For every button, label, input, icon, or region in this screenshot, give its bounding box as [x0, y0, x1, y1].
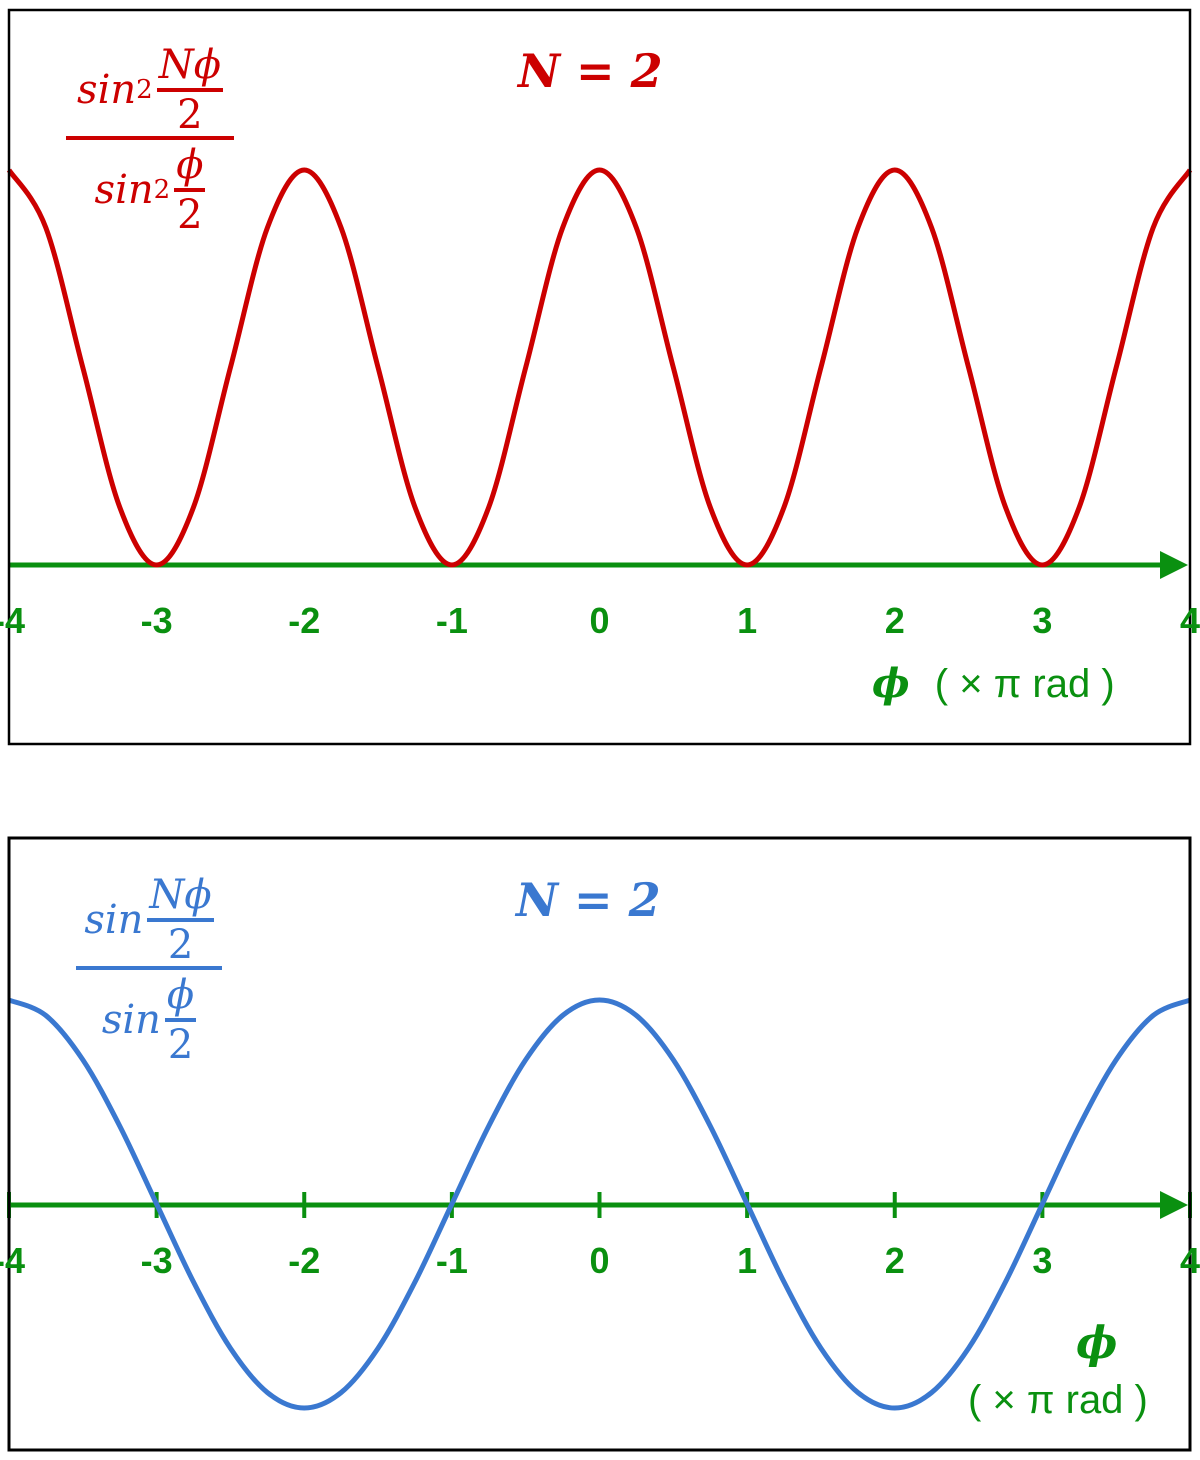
- top-den-numerator: ϕ: [176, 142, 204, 188]
- top-series-line: [6, 167, 1193, 568]
- bottom-xlabel-unit: ( × π rad ): [968, 1378, 1148, 1422]
- bottom-series-line: [8, 997, 1191, 1411]
- bottom-num-denominator: 2: [167, 922, 194, 968]
- top-tick-label: 2: [884, 600, 905, 641]
- top-axis-arrow-icon: [1160, 551, 1188, 579]
- bottom-tick-label: 4: [1179, 1240, 1200, 1281]
- top-den-sin: sin: [94, 167, 154, 213]
- top-num-numerator: Nϕ: [158, 42, 221, 88]
- bottom-axis-arrow-icon: [1160, 1191, 1188, 1219]
- bottom-num-sin: sin: [84, 897, 144, 943]
- top-tick-label: -1: [435, 600, 468, 641]
- top-den-denominator: 2: [177, 192, 203, 238]
- top-xlabel: ϕ ( × π rad ): [872, 660, 1115, 707]
- top-num-denominator: 2: [177, 92, 203, 138]
- bottom-tick-label: -3: [140, 1240, 173, 1281]
- bottom-num-numerator: Nϕ: [149, 872, 212, 918]
- top-den-power: 2: [153, 175, 171, 205]
- bottom-den-sin: sin: [101, 997, 161, 1043]
- bottom-fraction-bar: [76, 966, 222, 970]
- top-tick-label: -3: [140, 600, 173, 641]
- top-tick-label: 3: [1032, 600, 1053, 641]
- top-tick-label: -2: [288, 600, 321, 641]
- top-num-power: 2: [136, 75, 153, 105]
- top-tick-label: 4: [1179, 600, 1200, 641]
- top-num-sin: sin: [77, 67, 137, 113]
- bottom-title: N = 2: [516, 873, 661, 927]
- top-title: N = 2: [518, 44, 663, 98]
- bottom-tick-label: 0: [589, 1240, 610, 1281]
- top-tick-label: 0: [589, 600, 610, 641]
- bottom-tick-label: -4: [0, 1240, 26, 1281]
- bottom-tick-label: 2: [884, 1240, 905, 1281]
- bottom-panel-frame: [7, 836, 1192, 1452]
- bottom-tick-label: -2: [288, 1240, 321, 1281]
- bottom-xlabel-symbol: ϕ: [1076, 1318, 1118, 1369]
- bottom-den-denominator: 2: [167, 1022, 194, 1068]
- top-tick-label: 1: [737, 600, 758, 641]
- top-tick-label: -4: [0, 600, 26, 641]
- bottom-den-numerator: ϕ: [166, 972, 195, 1018]
- bottom-tick-label: 1: [737, 1240, 758, 1281]
- top-panel-frame: [7, 8, 1192, 746]
- bottom-tick-label: 3: [1032, 1240, 1053, 1281]
- top-xlabel-symbol: ϕ: [872, 660, 910, 707]
- top-fraction-bar: [66, 136, 234, 140]
- top-xlabel-unit: ( × π rad ): [934, 662, 1115, 706]
- bottom-tick-label: -1: [435, 1240, 468, 1281]
